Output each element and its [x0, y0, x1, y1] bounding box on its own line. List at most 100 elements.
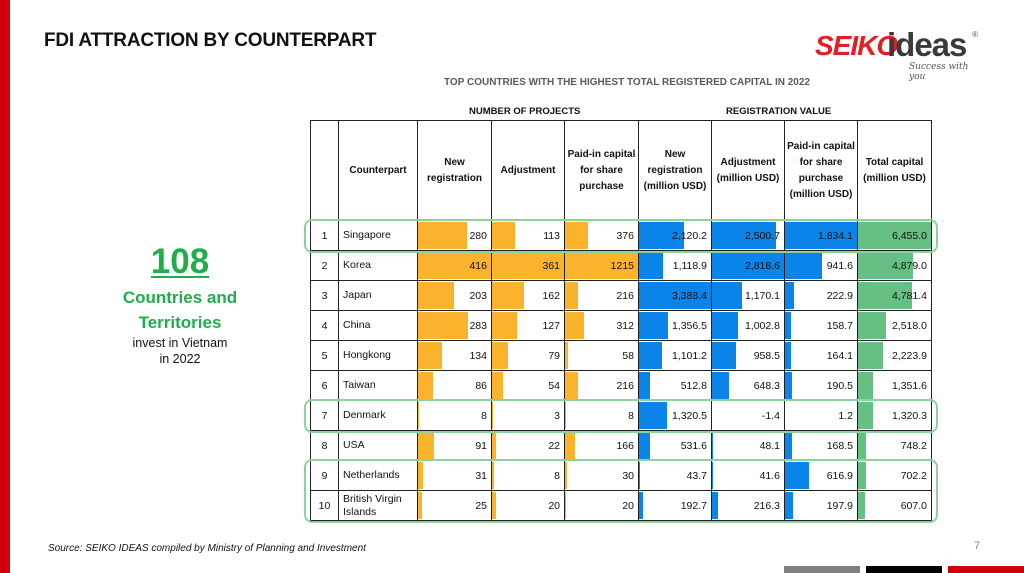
- adjustment-value-cell: 648.3: [711, 370, 785, 401]
- paid-in-value-value: 616.9: [826, 469, 853, 482]
- rank-cell: 2: [310, 250, 339, 281]
- adjustment-data-bar: [492, 402, 493, 429]
- adjustment-cell: 54: [491, 370, 565, 401]
- paid-in-value-value: 168.5: [826, 439, 853, 452]
- total-capital-cell: 1,351.6: [857, 370, 932, 401]
- new-reg-value-value: 3,388.4: [671, 289, 707, 302]
- header-total-capital: Total capital (million USD): [857, 120, 932, 221]
- adjustment-value: 162: [542, 289, 560, 302]
- new-reg-data-bar: [418, 492, 423, 519]
- adjustment-value-data-bar: [712, 462, 714, 489]
- new-reg-value-data-bar: [639, 342, 663, 369]
- adjustment-value-value: 1,170.1: [744, 289, 780, 302]
- paid-in-value-value: 164.1: [826, 349, 853, 362]
- adjustment-cell: 22: [491, 430, 565, 461]
- total-capital-data-bar: [858, 282, 913, 309]
- new-reg-value-data-bar: [639, 312, 668, 339]
- paid-in-cell: 166: [564, 430, 639, 461]
- new-reg-value-cell: 1,101.2: [638, 340, 712, 371]
- table-title: TOP COUNTRIES WITH THE HIGHEST TOTAL REG…: [444, 77, 810, 88]
- footer-bar-red: [948, 566, 1024, 573]
- adjustment-value-data-bar: [712, 312, 738, 339]
- adjustment-value-data-bar: [712, 282, 742, 309]
- paid-in-cell: 20: [564, 490, 639, 521]
- rank-cell: 5: [310, 340, 339, 371]
- paid-in-cell: 376: [564, 220, 639, 251]
- paid-in-value: 1215: [610, 259, 634, 272]
- adjustment-data-bar: [492, 282, 525, 309]
- paid-in-data-bar: [565, 312, 584, 339]
- new-reg-data-bar: [418, 342, 442, 369]
- header-adjustment-value: Adjustment (million USD): [711, 120, 785, 221]
- paid-in-value-data-bar: [785, 492, 793, 519]
- paid-in-cell: 30: [564, 460, 639, 491]
- rank-cell: 1: [310, 220, 339, 251]
- new-reg-cell: 91: [417, 430, 492, 461]
- rank-cell: 6: [310, 370, 339, 401]
- adjustment-data-bar: [492, 432, 497, 459]
- summary-label-line2: Territories: [138, 313, 222, 332]
- new-reg-data-bar: [418, 372, 434, 399]
- new-reg-cell: 134: [417, 340, 492, 371]
- paid-in-value: 8: [628, 409, 634, 422]
- new-reg-cell: 31: [417, 460, 492, 491]
- new-reg-value-cell: 512.8: [638, 370, 712, 401]
- new-reg-value-value: 1,118.9: [672, 259, 707, 272]
- new-reg-value-data-bar: [639, 432, 651, 459]
- adjustment-value-cell: 216.3: [711, 490, 785, 521]
- page-number: 7: [974, 540, 981, 552]
- table-row: 4 China 283 127 312 1,356.5 1,002.8 158.7 2,518.…: [310, 310, 932, 341]
- adjustment-value-cell: 1,170.1: [711, 280, 785, 311]
- paid-in-data-bar: [565, 492, 567, 519]
- total-capital-data-bar: [858, 462, 866, 489]
- total-capital-value: 748.2: [900, 439, 927, 452]
- summary-label-line1: Countries and: [122, 288, 238, 307]
- adjustment-value-data-bar: [712, 492, 718, 519]
- new-reg-value-data-bar: [639, 282, 711, 309]
- paid-in-value-value: 222.9: [826, 289, 853, 302]
- paid-in-value-cell: 197.9: [784, 490, 858, 521]
- paid-in-cell: 1215: [564, 250, 639, 281]
- total-capital-data-bar: [858, 342, 884, 369]
- adjustment-value: 113: [543, 229, 560, 242]
- adjustment-value-value: 41.6: [759, 469, 780, 482]
- adjustment-value-value: 216.3: [753, 499, 780, 512]
- total-capital-data-bar: [858, 252, 914, 279]
- total-capital-data-bar: [858, 372, 874, 399]
- new-reg-value-value: 1,356.5: [671, 319, 707, 332]
- adjustment-value: 3: [554, 409, 560, 422]
- new-reg-value: 203: [469, 289, 487, 302]
- paid-in-data-bar: [565, 372, 578, 399]
- new-reg-data-bar: [418, 462, 424, 489]
- counterpart-cell: China: [338, 310, 418, 341]
- header-paid-in-value: Paid-in capital for share purchase (mill…: [784, 120, 858, 221]
- adjustment-value: 22: [548, 439, 560, 452]
- header-rank: [310, 120, 339, 221]
- adjustment-value-data-bar: [712, 342, 737, 369]
- rank-cell: 3: [310, 280, 339, 311]
- new-reg-value-value: 1,320.5: [671, 409, 707, 422]
- new-reg-value: 86: [475, 379, 487, 392]
- accent-strip: [0, 0, 10, 573]
- total-capital-data-bar: [858, 402, 873, 429]
- paid-in-value-value: 941.6: [826, 259, 853, 272]
- paid-in-cell: 8: [564, 400, 639, 431]
- new-reg-value-cell: 1,118.9: [638, 250, 712, 281]
- adjustment-value-data-bar: [712, 222, 776, 249]
- total-capital-cell: 2,518.0: [857, 310, 932, 341]
- total-capital-cell: 1,320.3: [857, 400, 932, 431]
- adjustment-data-bar: [492, 252, 564, 279]
- adjustment-value-cell: -1.4: [711, 400, 785, 431]
- total-capital-cell: 4,879.0: [857, 250, 932, 281]
- paid-in-value-data-bar: [785, 462, 810, 489]
- new-reg-value-value: 512.8: [680, 379, 707, 392]
- summary-sub-line2: in 2022: [159, 352, 201, 366]
- seiko-ideas-logo: SEIKO ideas ® Success with you: [815, 26, 985, 82]
- new-reg-data-bar: [418, 222, 468, 249]
- summary-panel: 108 Countries and Territories invest in …: [100, 242, 260, 367]
- total-capital-data-bar: [858, 432, 867, 459]
- adjustment-value-value: -1.4: [761, 409, 780, 422]
- source-note: Source: SEIKO IDEAS compiled by Ministry…: [48, 543, 366, 554]
- total-capital-cell: 4,781.4: [857, 280, 932, 311]
- adjustment-value-value: 1,002.8: [744, 319, 780, 332]
